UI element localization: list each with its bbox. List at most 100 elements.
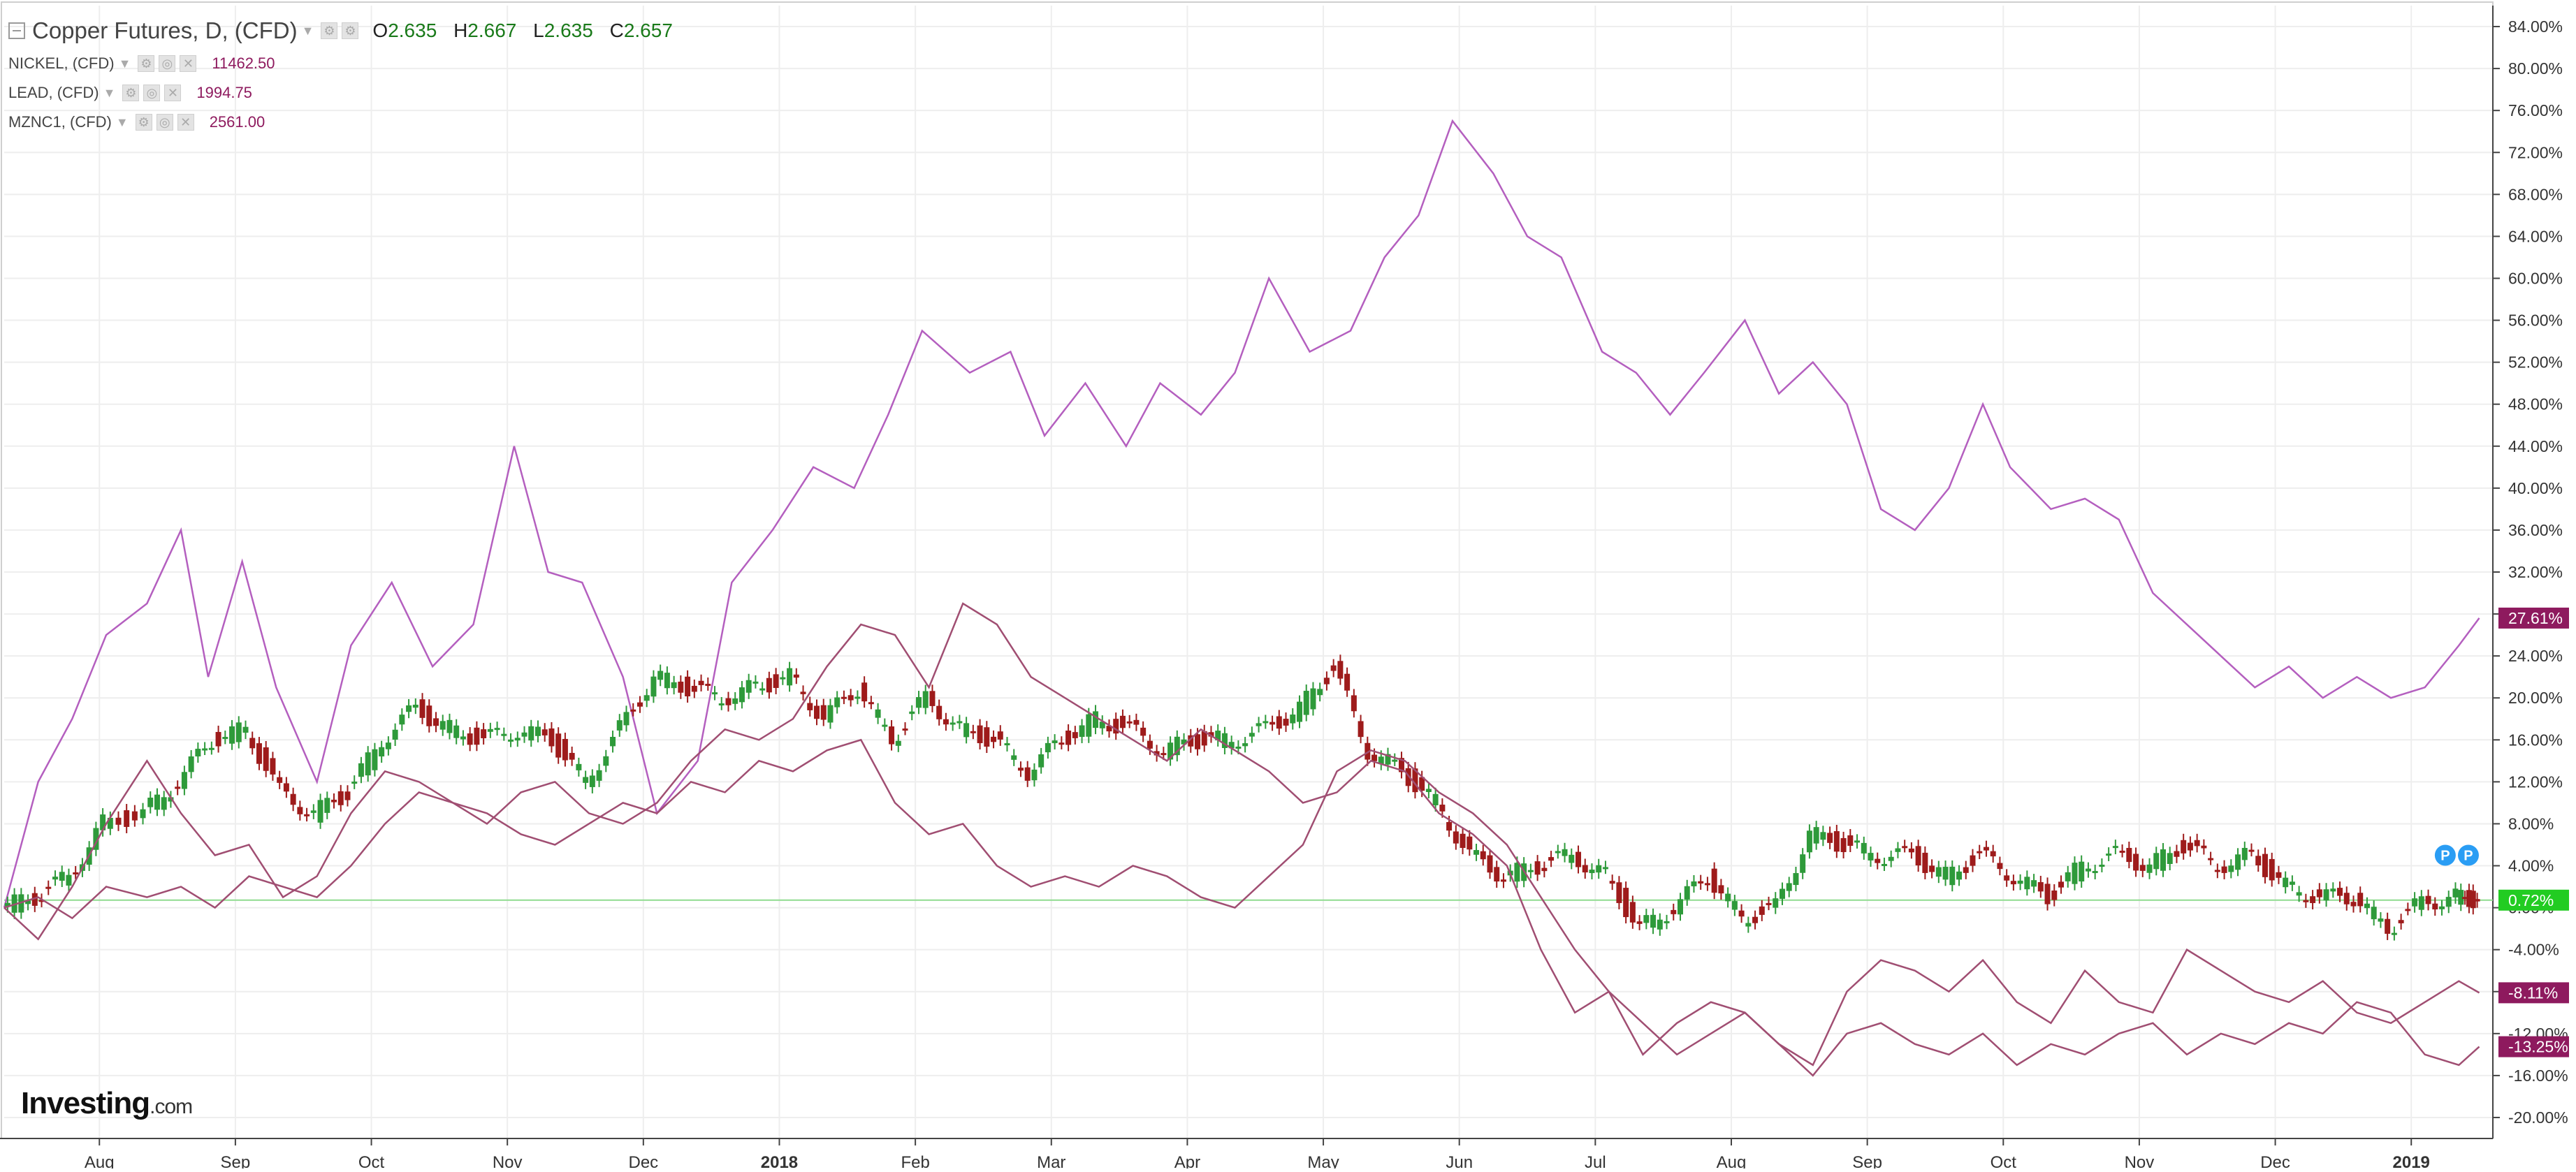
candle-body <box>45 886 52 889</box>
settings-icon[interactable]: ⚙ <box>135 114 152 131</box>
candle-body <box>2364 903 2370 909</box>
candle-body <box>583 777 589 783</box>
settings-icon[interactable]: ⚙ <box>122 85 140 101</box>
close-icon[interactable]: ✕ <box>177 114 194 131</box>
candle-body <box>1453 831 1459 844</box>
compare-name[interactable]: NICKEL, (CFD) <box>8 54 115 72</box>
candle-body <box>1317 689 1323 696</box>
candle-body <box>263 747 269 771</box>
candle-body <box>657 671 664 680</box>
candle-body <box>814 705 820 719</box>
candle-body <box>1806 830 1812 853</box>
candle-body <box>2037 881 2044 892</box>
candle-body <box>1119 715 1126 728</box>
candle-body <box>1773 898 1779 908</box>
y-tick-label: -16.00% <box>2508 1067 2568 1085</box>
candle-body <box>107 817 113 829</box>
candle-body <box>1977 851 1983 854</box>
event-marker-icon <box>2457 844 2479 866</box>
candle-body <box>2112 846 2118 849</box>
candle-body <box>2099 865 2105 867</box>
candle-body <box>446 719 453 733</box>
x-tick-label: 2018 <box>761 1153 798 1169</box>
candle-body <box>2181 840 2187 854</box>
compare-name[interactable]: LEAD, (CFD) <box>8 84 99 101</box>
candle-body <box>2343 893 2350 904</box>
visibility-icon[interactable]: ◎ <box>159 55 176 72</box>
x-tick-label: Aug <box>1717 1153 1747 1169</box>
chevron-down-icon[interactable]: ▼ <box>115 115 129 129</box>
candle-body <box>2133 854 2139 871</box>
candle-body <box>467 733 473 745</box>
candle-body <box>1745 923 1752 927</box>
candle-body <box>589 775 595 787</box>
candle-body <box>868 702 874 705</box>
y-tick-label: 12.00% <box>2508 772 2563 791</box>
candle-body <box>1664 921 1670 923</box>
candle-body <box>399 715 405 725</box>
chevron-down-icon[interactable]: ▼ <box>118 56 131 71</box>
candle-body <box>1086 714 1092 737</box>
visibility-icon[interactable]: ◎ <box>156 114 173 131</box>
candle-body <box>1895 848 1901 852</box>
visibility-icon[interactable]: ◎ <box>143 85 161 101</box>
candle-body <box>569 752 575 760</box>
candle-body <box>52 877 58 880</box>
candle-body <box>1875 858 1881 863</box>
candle-body <box>636 702 643 707</box>
candle-body <box>1310 688 1316 710</box>
candle-body <box>2044 884 2051 904</box>
candle-body <box>1467 836 1473 850</box>
candle-body <box>1480 851 1486 860</box>
chevron-down-icon[interactable]: ▼ <box>103 85 116 100</box>
x-tick-label: Aug <box>85 1153 115 1169</box>
candle-body <box>1303 691 1309 715</box>
settings-icon[interactable]: ⚙ <box>321 22 338 39</box>
y-tick-label: 84.00% <box>2508 17 2563 36</box>
candle-body <box>2262 854 2268 877</box>
candle-body <box>984 727 990 747</box>
y-tick-label: 60.00% <box>2508 269 2563 287</box>
y-tick-label: 44.00% <box>2508 437 2563 455</box>
candle-body <box>93 828 99 850</box>
compare-name[interactable]: MZNC1, (CFD) <box>8 113 112 131</box>
candle-body <box>2398 920 2404 923</box>
series-line-lead-cfd <box>3 738 2480 1077</box>
candle-body <box>2092 871 2098 874</box>
candle-body <box>1344 673 1351 691</box>
candle-body <box>1269 721 1276 725</box>
candle-body <box>895 740 901 746</box>
candle-body <box>963 723 970 738</box>
chevron-down-icon[interactable]: ▼ <box>301 23 314 38</box>
close-icon[interactable]: ✕ <box>164 85 182 101</box>
candle-body <box>1541 867 1548 872</box>
x-tick-label: Jul <box>1585 1153 1606 1169</box>
candle-body <box>854 696 861 699</box>
y-tick-label: 4.00% <box>2508 857 2554 875</box>
candle-body <box>1684 886 1690 900</box>
candle-body <box>1956 871 1963 880</box>
candle-body <box>1827 833 1833 843</box>
candle-body <box>372 749 378 770</box>
candle-body <box>643 695 650 701</box>
candle-body <box>344 791 351 800</box>
legend-compare-nickel: NICKEL, (CFD) ▼ ⚙ ◎ ✕ 11462.50 <box>8 49 684 78</box>
candle-body <box>2146 864 2153 873</box>
candle-body <box>800 691 806 694</box>
candle-body <box>297 807 303 814</box>
candle-body <box>1602 867 1608 870</box>
candle-body <box>847 695 854 701</box>
candle-body <box>1201 731 1207 746</box>
candle-body <box>1235 746 1242 749</box>
candle-body <box>1167 742 1174 760</box>
main-series-title[interactable]: Copper Futures, D, (CFD) <box>32 17 298 43</box>
collapse-legend-icon[interactable] <box>8 22 25 39</box>
settings-icon[interactable]: ⚙ <box>138 55 155 72</box>
x-tick-label: Oct <box>358 1153 385 1169</box>
candle-body <box>140 809 146 819</box>
candle-body <box>1113 719 1119 734</box>
candle-body <box>1195 734 1201 749</box>
gear-icon[interactable]: ⚙ <box>342 22 359 39</box>
close-icon[interactable]: ✕ <box>180 55 197 72</box>
